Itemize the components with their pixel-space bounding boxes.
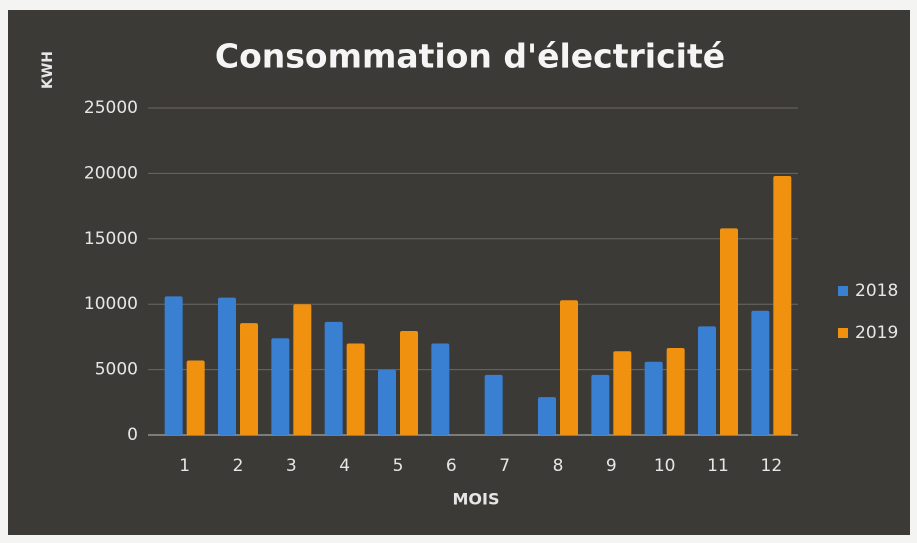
x-tick-label: 5 <box>393 456 404 476</box>
chart-background <box>8 10 910 535</box>
x-tick-label: 8 <box>553 456 564 476</box>
x-tick-label: 1 <box>179 456 190 476</box>
legend-label: 2018 <box>855 281 898 301</box>
bar <box>240 323 258 435</box>
bar <box>698 326 716 435</box>
bar <box>218 297 236 435</box>
x-axis-label: MOIS <box>453 490 500 509</box>
bar <box>560 300 578 435</box>
bar <box>431 343 450 435</box>
x-tick-label: 7 <box>499 456 510 476</box>
bar <box>773 176 792 436</box>
bar <box>186 360 205 435</box>
y-axis-label: KWH <box>40 51 56 89</box>
x-tick-label: 9 <box>606 456 617 476</box>
x-tick-label: 3 <box>286 456 297 476</box>
bar <box>538 397 556 435</box>
chart-title: Consommation d'électricité <box>215 37 725 76</box>
bar <box>644 361 663 435</box>
y-tick-label: 25000 <box>84 98 138 118</box>
y-tick-label: 15000 <box>84 229 138 249</box>
bar <box>400 331 418 435</box>
bar <box>613 351 632 435</box>
x-tick-label: 6 <box>446 456 457 476</box>
bar <box>378 369 396 435</box>
legend-label: 2019 <box>855 323 898 343</box>
y-tick-label: 0 <box>127 425 138 445</box>
x-tick-label: 2 <box>233 456 244 476</box>
bar <box>720 228 738 435</box>
x-tick-label: 10 <box>654 456 676 476</box>
bar <box>751 310 770 435</box>
x-tick-label: 12 <box>761 456 783 476</box>
x-tick-label: 11 <box>707 456 729 476</box>
legend-swatch <box>838 286 848 296</box>
bar <box>666 348 685 435</box>
bar <box>293 304 312 435</box>
bar <box>591 374 610 435</box>
y-tick-label: 20000 <box>84 163 138 183</box>
bar <box>164 296 183 435</box>
bar <box>271 338 290 435</box>
bar <box>324 321 343 435</box>
y-tick-label: 5000 <box>95 360 138 380</box>
bar <box>484 374 503 435</box>
legend-swatch <box>838 328 848 338</box>
x-tick-label: 4 <box>339 456 350 476</box>
y-tick-label: 10000 <box>84 294 138 314</box>
bar <box>346 343 365 435</box>
